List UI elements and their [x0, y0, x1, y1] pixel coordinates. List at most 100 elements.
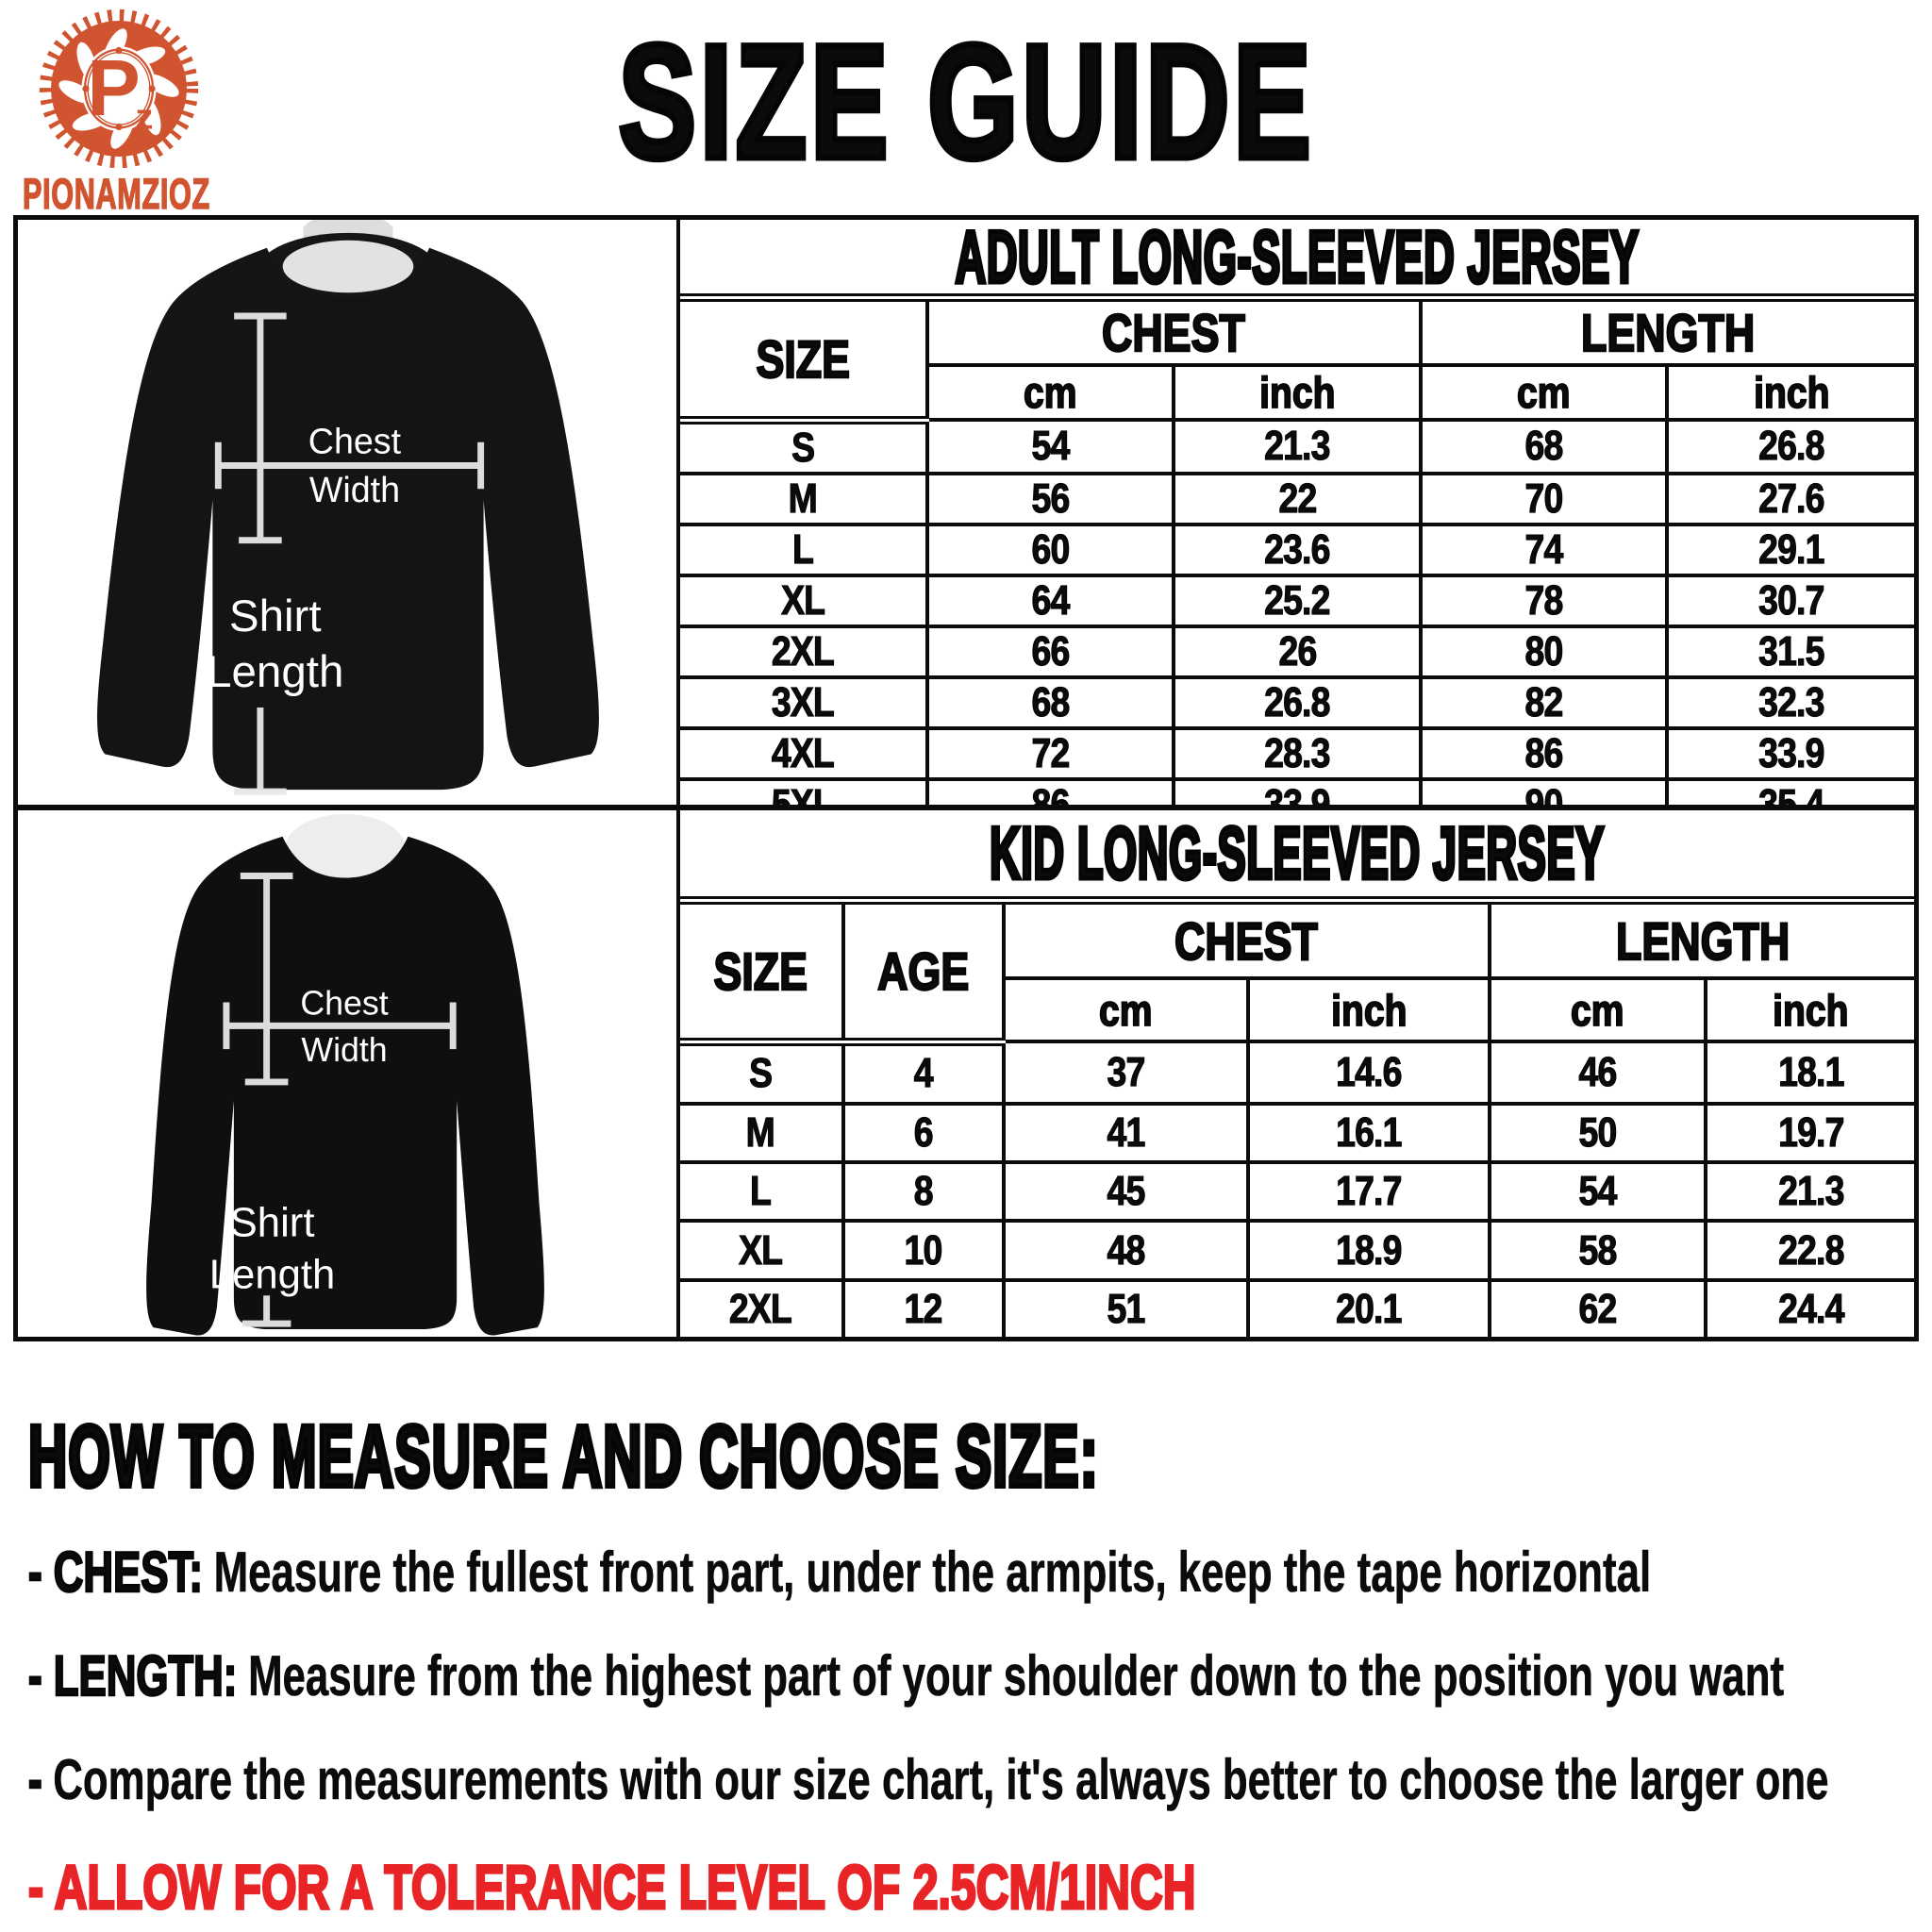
cell-length_in: 31.5	[1665, 624, 1914, 679]
cell-value: 23.6	[1264, 525, 1331, 573]
cell-value: 48	[1107, 1226, 1146, 1274]
cell-value: 66	[1031, 627, 1071, 675]
monogram-p: P	[87, 42, 140, 132]
cell-value: 54	[1578, 1168, 1618, 1215]
header-length-inch: inch	[1665, 363, 1914, 420]
sprocket-logo-icon: P z	[39, 8, 199, 169]
cell-value: 27.6	[1758, 475, 1825, 522]
cell-age: 6	[841, 1101, 1006, 1164]
howto-item-body: Measure the fullest front part, under th…	[213, 1540, 1652, 1604]
cell-length_cm: 86	[1418, 725, 1670, 781]
cell-size: 3XL	[680, 675, 929, 730]
cell-value: 41	[1107, 1108, 1146, 1156]
cell-length_cm: 82	[1418, 675, 1670, 730]
cell-size: S	[680, 1040, 845, 1106]
adult-jersey-diagram: Chest Width Shirt Length	[97, 220, 599, 795]
cell-value: 78	[1524, 576, 1564, 624]
cell-chest_in: 22	[1172, 471, 1423, 526]
cell-value: 22	[1278, 475, 1318, 522]
cell-value: 16.1	[1336, 1108, 1403, 1156]
cell-value: 12	[904, 1285, 943, 1332]
length-label-bottom: Length	[207, 647, 343, 697]
table-row: 2XL 66 26 80 31.5	[680, 624, 1914, 679]
cell-value: 72	[1031, 729, 1071, 776]
cell-chest_in: 14.6	[1245, 1040, 1492, 1106]
size-chart-box: Chest Width Shirt Length ADULT LONG-SLEE…	[13, 215, 1919, 1341]
adult-jersey-image: Chest Width Shirt Length	[18, 220, 680, 810]
header-cm-text: cm	[1098, 985, 1153, 1036]
cell-value: 4	[913, 1049, 934, 1097]
table-row: L 60 23.6 74 29.1	[680, 522, 1914, 577]
cell-chest_cm: 56	[924, 471, 1176, 526]
table-row: ADULT LONG-SLEEVED JERSEY	[680, 220, 1914, 302]
cell-chest_cm: 51	[1001, 1277, 1250, 1337]
cell-chest_in: 25.2	[1172, 573, 1423, 628]
howto-section: HOW TO MEASURE AND CHOOSE SIZE: - CHEST:…	[26, 1408, 1917, 1932]
header-inch-text: inch	[1258, 367, 1336, 418]
cell-length_cm: 46	[1488, 1040, 1707, 1106]
cell-length_cm: 78	[1418, 573, 1670, 628]
cell-chest_cm: 37	[1001, 1040, 1250, 1106]
cell-value: L	[750, 1168, 773, 1215]
cell-chest_in: 26.8	[1172, 675, 1423, 730]
cell-value: 35.4	[1758, 780, 1825, 810]
howto-item-text: - Compare the measurements with our size …	[27, 1750, 1829, 1809]
cell-value: 24.4	[1777, 1285, 1844, 1332]
cell-value: 21.3	[1264, 423, 1331, 470]
table-row: SIZE AGE CHEST LENGTH	[680, 900, 1914, 1046]
header-chest-cm: cm	[1003, 976, 1250, 1042]
cell-value: 54	[1031, 423, 1071, 470]
page-title-text: SIZE GUIDE	[616, 11, 1314, 192]
cell-length_cm: 80	[1418, 624, 1670, 679]
cell-size: M	[680, 471, 929, 526]
cell-length_cm: 58	[1488, 1219, 1707, 1282]
cell-value: 18.1	[1777, 1048, 1844, 1095]
cell-value: 21.3	[1777, 1168, 1844, 1215]
cell-length_cm: 54	[1488, 1159, 1707, 1224]
cell-value: M	[788, 475, 818, 522]
cell-value: 26.8	[1758, 423, 1825, 470]
howto-item-text: - LENGTH: Measure from the highest part o…	[27, 1646, 1784, 1706]
howto-item-compare: - Compare the measurements with our size …	[27, 1750, 1917, 1810]
cell-chest_in: 28.3	[1172, 725, 1423, 781]
chest-label-bottom: Width	[301, 1031, 387, 1069]
cell-chest_cm: 86	[924, 776, 1176, 805]
cell-value: 58	[1578, 1226, 1618, 1274]
kid-jersey-silhouette	[146, 836, 544, 1336]
cell-length_cm: 70	[1418, 471, 1670, 526]
cell-length_in: 33.9	[1665, 725, 1914, 781]
cell-length_cm: 74	[1418, 522, 1670, 577]
table-row: KID LONG-SLEEVED JERSEY	[680, 810, 1914, 905]
cell-length_cm: 50	[1488, 1101, 1707, 1164]
cell-size: M	[680, 1101, 845, 1164]
header-inch-text: inch	[1753, 367, 1830, 418]
header-chest-text: CHEST	[1174, 909, 1319, 971]
cell-chest_cm: 64	[924, 573, 1176, 628]
header-cm-text: cm	[1023, 367, 1077, 418]
cell-chest_in: 33.9	[1172, 776, 1423, 805]
table-row: XL 64 25.2 78 30.7	[680, 573, 1914, 628]
howto-item-length: - LENGTH: Measure from the highest part o…	[27, 1646, 1917, 1707]
cell-value: 30.7	[1758, 576, 1825, 624]
header-chest-text: CHEST	[1101, 302, 1246, 363]
cell-chest_cm: 68	[924, 675, 1176, 730]
cell-value: 64	[1031, 576, 1071, 624]
table-row: 3XL 68 26.8 82 32.3	[680, 675, 1914, 730]
table-row: L 8 45 17.7 54 21.3	[680, 1159, 1914, 1224]
cell-value: 18.9	[1336, 1226, 1403, 1274]
cell-value: 26	[1278, 627, 1318, 675]
cell-value: XL	[739, 1226, 784, 1274]
header-size-text: SIZE	[755, 328, 851, 390]
adult-table-title: ADULT LONG-SLEEVED JERSEY	[680, 220, 1914, 302]
adult-table-body: S 54 21.3 68 26.8 M 56 22 70 27.6 L 60 23.6 74 29.1 XL 6…	[680, 418, 1914, 810]
cell-chest_cm: 48	[1001, 1219, 1250, 1282]
length-label-bottom: Length	[209, 1251, 336, 1297]
cell-age: 8	[841, 1159, 1006, 1224]
cell-chest_in: 17.7	[1245, 1159, 1492, 1224]
howto-item-label: -	[27, 1747, 42, 1811]
cell-value: 19.7	[1777, 1108, 1844, 1156]
kid-size-table: KID LONG-SLEEVED JERSEY SIZE AGE CHEST L…	[680, 810, 1914, 1337]
cell-length_cm: 68	[1418, 418, 1670, 475]
cell-value: 45	[1107, 1168, 1146, 1215]
